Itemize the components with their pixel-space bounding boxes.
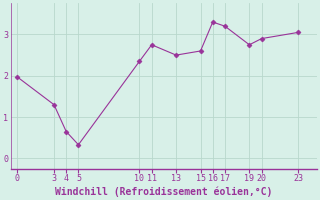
X-axis label: Windchill (Refroidissement éolien,°C): Windchill (Refroidissement éolien,°C) (55, 186, 273, 197)
